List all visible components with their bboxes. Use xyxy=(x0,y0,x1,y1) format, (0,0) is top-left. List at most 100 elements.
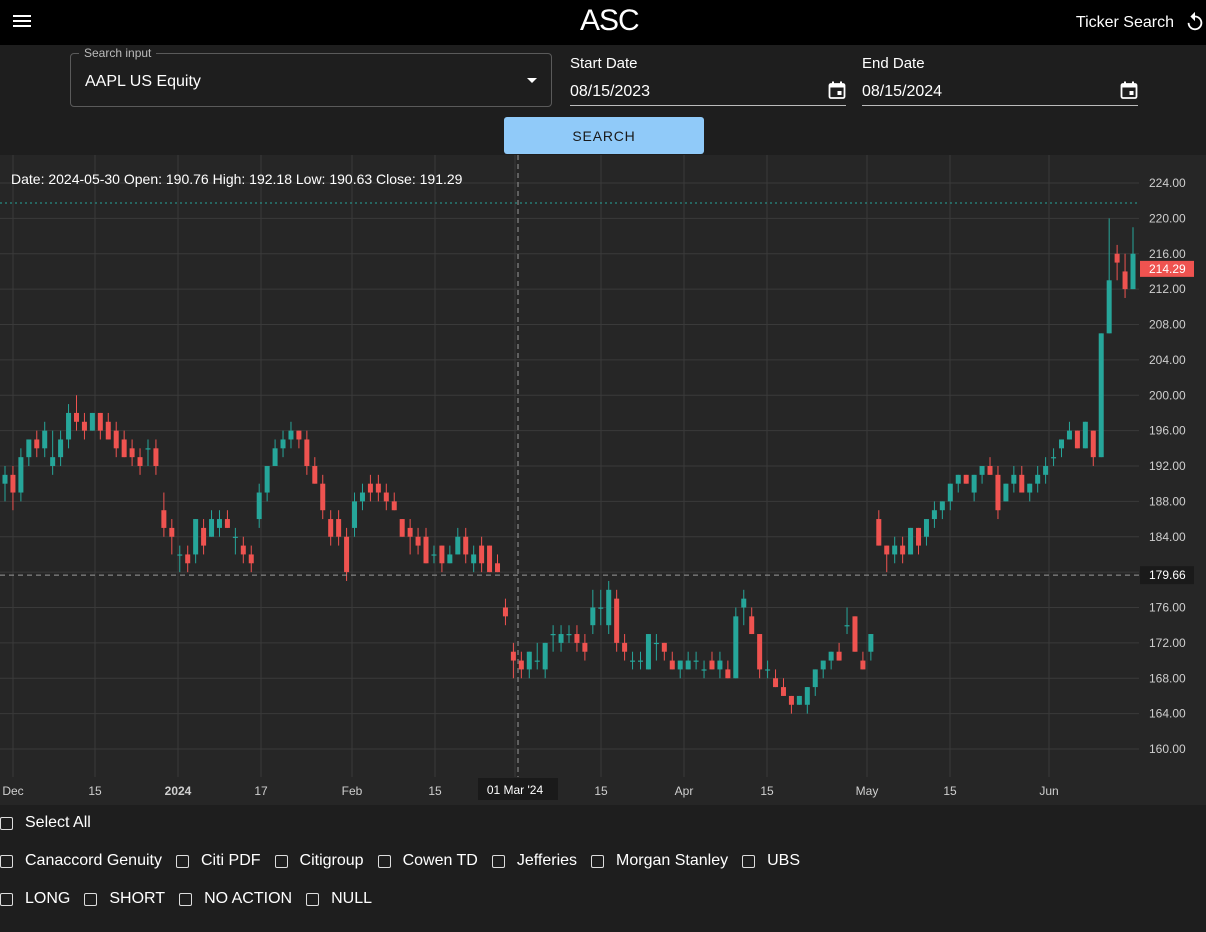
checkbox-label: Jefferies xyxy=(516,852,578,869)
checkbox-short[interactable]: SHORT xyxy=(84,890,165,908)
candle-body xyxy=(145,448,151,450)
checkbox-label: Morgan Stanley xyxy=(616,852,729,869)
chart-svg[interactable]: 224.00 220.00 216.00 212.00 208.00 204.00 200.… xyxy=(0,155,1206,803)
search-input-value[interactable]: AAPL US Equity xyxy=(85,73,201,90)
last-price-label: 214.29 xyxy=(1149,262,1186,276)
checkbox-citigroup[interactable]: Citigroup xyxy=(274,852,364,870)
candle-body xyxy=(328,519,334,537)
checkbox-long[interactable]: LONG xyxy=(0,890,70,908)
candle-body xyxy=(415,536,421,546)
x-tick-label: 15 xyxy=(88,784,102,798)
candle-body xyxy=(725,669,731,679)
select-all-label: Select All xyxy=(25,814,91,831)
menu-icon[interactable] xyxy=(13,12,31,32)
candle-body xyxy=(1019,474,1025,493)
crosshair-price-badge xyxy=(1140,566,1194,585)
candle-body xyxy=(169,527,175,537)
start-date-label: Start Date xyxy=(570,55,638,72)
candle-body xyxy=(232,536,238,538)
checkbox-ubs[interactable]: UBS xyxy=(742,852,800,870)
ticker-search-link[interactable]: Ticker Search xyxy=(1075,14,1174,31)
candle-body xyxy=(359,492,365,502)
checkbox-box[interactable] xyxy=(591,854,605,868)
checkbox-null[interactable]: NULL xyxy=(306,890,372,908)
ohlc-readout: Date: 2024-05-30 Open: 190.76 High: 192.… xyxy=(11,171,463,187)
action-checkbox-row: LONG SHORT NO ACTION NULL xyxy=(0,887,386,911)
candle-body xyxy=(550,634,556,636)
checkbox-box[interactable] xyxy=(491,854,505,868)
candle-body xyxy=(741,598,747,608)
candle-body xyxy=(391,501,397,511)
y-tick-label: 212.00 xyxy=(1149,282,1186,296)
checkbox-box[interactable] xyxy=(175,854,189,868)
checkbox-box[interactable] xyxy=(742,854,756,868)
x-tick-label: Jun xyxy=(1039,784,1058,798)
checkbox-box[interactable] xyxy=(0,816,13,830)
checkbox-box[interactable] xyxy=(0,854,13,868)
checkbox-cowen-td[interactable]: Cowen TD xyxy=(377,852,478,870)
y-tick-label: 208.00 xyxy=(1149,318,1186,332)
calendar-icon[interactable] xyxy=(1120,81,1138,99)
candle-body xyxy=(709,660,715,670)
checkbox-box[interactable] xyxy=(0,892,13,906)
checkbox-label: UBS xyxy=(767,852,801,869)
candle-body xyxy=(73,412,79,422)
end-date-field[interactable]: End Date 08/15/2024 xyxy=(862,55,1138,106)
candle-body xyxy=(1074,430,1080,449)
candle-body xyxy=(455,536,461,555)
checkbox-morgan-stanley[interactable]: Morgan Stanley xyxy=(591,852,728,870)
candle-body xyxy=(209,519,215,537)
start-date-field[interactable]: Start Date 08/15/2023 xyxy=(570,55,846,106)
calendar-icon[interactable] xyxy=(828,81,846,99)
search-form: Search input AAPL US Equity Start Date 0… xyxy=(0,45,1206,155)
time-axis-background xyxy=(0,777,1139,803)
candle-body xyxy=(375,483,381,493)
select-all-checkbox[interactable]: Select All xyxy=(0,814,91,832)
candlestick-chart[interactable]: 224.00 220.00 216.00 212.00 208.00 204.00 200.… xyxy=(0,155,1206,803)
top-bar: ASC Ticker Search xyxy=(0,0,1206,45)
end-date-value[interactable]: 08/15/2024 xyxy=(862,83,943,100)
candle-body xyxy=(50,457,56,466)
candle-body xyxy=(590,607,596,626)
start-date-value[interactable]: 08/15/2023 xyxy=(570,83,651,100)
checkbox-box[interactable] xyxy=(179,892,193,906)
candle-body xyxy=(979,466,985,475)
select-all-row: Select All xyxy=(0,811,105,835)
candle-body xyxy=(10,474,16,493)
checkbox-jefferies[interactable]: Jefferies xyxy=(491,852,578,870)
search-input[interactable]: Search input AAPL US Equity xyxy=(70,46,552,107)
app-logo[interactable]: ASC xyxy=(580,4,640,37)
search-button[interactable]: SEARCH xyxy=(504,117,704,154)
candle-body xyxy=(717,660,723,670)
checkbox-citi-pdf[interactable]: Citi PDF xyxy=(175,852,261,870)
refresh-icon[interactable] xyxy=(1184,10,1206,34)
checkbox-box[interactable] xyxy=(306,892,320,906)
candle-body xyxy=(1051,457,1057,459)
checkbox-box[interactable] xyxy=(84,892,98,906)
candle-body xyxy=(947,483,953,502)
candle-body xyxy=(312,466,318,484)
candle-body xyxy=(868,634,874,652)
y-tick-label: 160.00 xyxy=(1149,742,1186,756)
candle-body xyxy=(908,527,914,555)
x-tick-label: Feb xyxy=(342,784,363,798)
y-tick-label: 172.00 xyxy=(1149,636,1186,650)
candle-body xyxy=(121,439,127,458)
candle-body xyxy=(479,545,485,564)
candle-body xyxy=(900,545,906,555)
checkbox-box[interactable] xyxy=(274,854,288,868)
candle-body xyxy=(518,660,524,670)
y-tick-label: 176.00 xyxy=(1149,601,1186,615)
x-tick-label: 15 xyxy=(428,784,442,798)
dropdown-arrow-icon[interactable] xyxy=(527,78,537,83)
candle-body xyxy=(916,527,922,546)
candle-body xyxy=(542,642,548,670)
candle-body xyxy=(765,669,771,671)
candle-body xyxy=(701,669,707,671)
candle-body xyxy=(431,554,437,556)
checkbox-canaccord-genuity[interactable]: Canaccord Genuity xyxy=(0,852,162,870)
candle-body xyxy=(216,519,222,528)
checkbox-no-action[interactable]: NO ACTION xyxy=(179,890,292,908)
checkbox-box[interactable] xyxy=(377,854,391,868)
candle-body xyxy=(320,483,326,511)
